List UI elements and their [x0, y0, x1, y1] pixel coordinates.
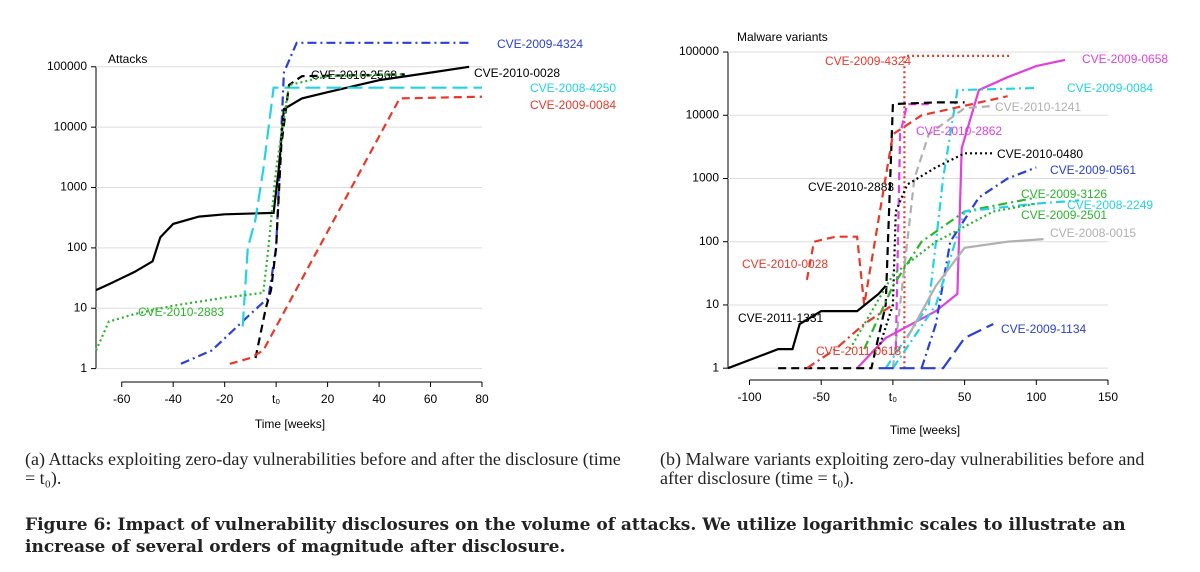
- x-tick-label: -40: [165, 392, 183, 406]
- x-tick-label: -60: [113, 392, 131, 406]
- series-line: [94, 73, 405, 351]
- series-line: [863, 196, 1037, 350]
- y-tick-label: 10: [74, 300, 88, 314]
- y-tick-label: 100: [699, 234, 719, 248]
- series-line: [891, 104, 994, 369]
- figure: Attacks Time [weeks] 1 10 100 1000 10000 100000…: [47, 30, 1168, 437]
- x-tick-label: 100: [1026, 390, 1046, 404]
- series-label: CVE-2009-0561: [1050, 163, 1136, 177]
- series-label: CVE-2010-2568: [311, 68, 397, 82]
- series-label: CVE-2010-2862: [916, 124, 1002, 138]
- y-tick-label: 1: [712, 360, 719, 374]
- series-line: [891, 199, 1080, 369]
- series-line: [778, 101, 965, 370]
- y-tick-label: 10: [706, 297, 720, 311]
- y-tick-label: 100000: [679, 44, 719, 58]
- series-label: CVE-2008-0015: [1050, 226, 1136, 240]
- figure-caption: Figure 6: Impact of vulnerability disclo…: [25, 515, 1126, 557]
- x-tick-label: -20: [216, 392, 234, 406]
- x-tick-label: 50: [958, 390, 972, 404]
- series-label: CVE-2009-2501: [1021, 208, 1107, 222]
- series-line: [920, 166, 1037, 369]
- series-label: CVE-2011-0618: [816, 344, 901, 358]
- caption-a: (a) Attacks exploiting zero-day vulnerab…: [25, 449, 621, 488]
- series-label: CVE-2010-2883: [808, 180, 894, 194]
- series-line: [95, 65, 470, 292]
- series-line: [856, 58, 1066, 369]
- series-line: [878, 323, 994, 370]
- series-label: CVE-2009-1134: [1001, 322, 1086, 336]
- x-tick-label: t₀: [272, 392, 280, 406]
- series-label: CVE-2009-0084: [530, 98, 616, 112]
- axis-title: Malware variants: [737, 30, 828, 44]
- series-label: CVE-2009-0084: [1067, 81, 1153, 95]
- series-label: CVE-2009-3126: [1021, 187, 1107, 201]
- x-tick-label: 80: [475, 392, 489, 406]
- series-line: [877, 152, 994, 350]
- y-tick-label: 10000: [54, 119, 88, 133]
- series-line: [229, 95, 483, 365]
- series-label: CVE-2010-2883: [138, 305, 224, 319]
- series-label: CVE-2009-0658: [1082, 52, 1168, 66]
- series-line: [806, 303, 894, 370]
- x-tick-label: t₀: [889, 390, 897, 404]
- series-line: [906, 238, 1044, 339]
- series-label: CVE-2008-2249: [1067, 198, 1153, 212]
- x-tick-label: 20: [321, 392, 335, 406]
- y-tick-label: 10000: [686, 107, 720, 121]
- series-line: [848, 202, 1037, 350]
- x-tick-label: 40: [372, 392, 386, 406]
- series-label: CVE-2010-0480: [997, 147, 1083, 161]
- axis-title: Attacks: [108, 52, 147, 66]
- y-tick-label: 1000: [60, 180, 87, 194]
- series-label: CVE-2009-4324: [825, 54, 911, 68]
- series-label: CVE-2010-0028: [742, 257, 828, 271]
- y-tick-label: 1: [80, 361, 87, 375]
- x-tick-label: -100: [737, 390, 761, 404]
- series-line: [805, 95, 1008, 306]
- y-tick-label: 1000: [692, 171, 719, 185]
- x-axis-label: Time [weeks]: [255, 417, 325, 431]
- x-tick-label: 150: [1098, 390, 1118, 404]
- series-label: CVE-2011-1331: [738, 311, 823, 325]
- series-label: CVE-2008-4250: [530, 81, 616, 95]
- x-tick-label: -50: [813, 390, 831, 404]
- series-line: [894, 103, 929, 350]
- series-line: [180, 41, 470, 365]
- series-label: CVE-2010-1241: [995, 100, 1081, 114]
- x-axis-label: Time [weeks]: [890, 423, 960, 437]
- y-tick-label: 100: [67, 240, 87, 254]
- series-label: CVE-2009-4324: [497, 37, 583, 51]
- series-line: [254, 73, 405, 359]
- y-tick-label: 100000: [47, 59, 87, 73]
- series-label: CVE-2010-0028: [474, 66, 560, 80]
- series-line: [241, 86, 482, 327]
- caption-b: (b) Malware variants exploiting zero-day…: [660, 449, 1145, 488]
- series-line: [727, 285, 887, 370]
- x-tick-label: 60: [424, 392, 438, 406]
